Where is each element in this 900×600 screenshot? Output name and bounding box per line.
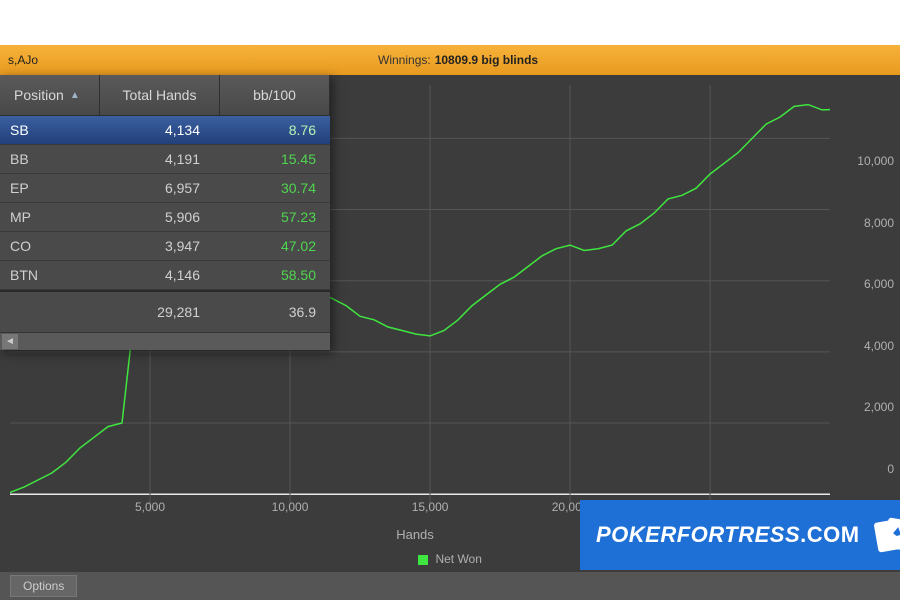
- cards-icon: [870, 515, 900, 555]
- cell-bb100: 8.76: [220, 116, 330, 144]
- column-header-bb100[interactable]: bb/100: [220, 75, 330, 115]
- y-tick-label: 0: [839, 462, 894, 476]
- title-prefix: s,AJo: [8, 53, 38, 67]
- table-row[interactable]: CO3,94747.02: [0, 232, 330, 261]
- table-row[interactable]: BB4,19115.45: [0, 145, 330, 174]
- panel-header: Position ▲ Total Hands bb/100: [0, 75, 330, 116]
- x-tick-label: 10,000: [272, 500, 309, 514]
- cell-hands: 4,134: [100, 116, 220, 144]
- table-row[interactable]: MP5,90657.23: [0, 203, 330, 232]
- cell-position: BTN: [0, 261, 100, 289]
- cell-bb100: 30.74: [220, 174, 330, 202]
- y-axis-labels: 0 2,000 4,000 6,000 8,000 10,000: [839, 115, 894, 484]
- cell-position: MP: [0, 203, 100, 231]
- cell-bb100: 57.23: [220, 203, 330, 231]
- bottom-bar: Options: [0, 572, 900, 600]
- legend-label: Net Won: [435, 552, 481, 566]
- y-tick-label: 6,000: [839, 277, 894, 291]
- cell-hands: 4,191: [100, 145, 220, 173]
- table-row[interactable]: SB4,1348.76: [0, 116, 330, 145]
- winnings-value: 10809.9 big blinds: [435, 53, 538, 67]
- cell-hands: 5,906: [100, 203, 220, 231]
- table-row[interactable]: EP6,95730.74: [0, 174, 330, 203]
- cell-hands: 4,146: [100, 261, 220, 289]
- x-tick-label: 5,000: [135, 500, 165, 514]
- x-tick-label: 15,000: [412, 500, 449, 514]
- cell-position: SB: [0, 116, 100, 144]
- cell-bb100: 58.50: [220, 261, 330, 289]
- total-hands: 29,281: [100, 296, 220, 328]
- sort-asc-icon: ▲: [70, 90, 80, 101]
- cell-position: EP: [0, 174, 100, 202]
- panel-scrollbar[interactable]: ◄: [0, 332, 330, 350]
- winnings-label: Winnings:: [378, 53, 431, 67]
- watermark-text: POKERFORTRESS.COM: [596, 522, 860, 548]
- cell-bb100: 15.45: [220, 145, 330, 173]
- cell-position: BB: [0, 145, 100, 173]
- panel-totals-row: 29,281 36.9: [0, 290, 330, 332]
- watermark-overlay: POKERFORTRESS.COM: [580, 500, 900, 570]
- cell-bb100: 47.02: [220, 232, 330, 260]
- scroll-left-icon[interactable]: ◄: [2, 334, 18, 349]
- panel-body: SB4,1348.76BB4,19115.45EP6,95730.74MP5,9…: [0, 116, 330, 290]
- y-tick-label: 4,000: [839, 339, 894, 353]
- cell-position: CO: [0, 232, 100, 260]
- cell-hands: 3,947: [100, 232, 220, 260]
- options-button[interactable]: Options: [10, 575, 77, 597]
- legend-swatch: [418, 555, 428, 565]
- column-header-position[interactable]: Position ▲: [0, 75, 100, 115]
- table-row[interactable]: BTN4,14658.50: [0, 261, 330, 290]
- y-tick-label: 10,000: [839, 154, 894, 168]
- cell-hands: 6,957: [100, 174, 220, 202]
- column-header-total-hands[interactable]: Total Hands: [100, 75, 220, 115]
- total-bb100: 36.9: [220, 296, 330, 328]
- title-bar: s,AJo Winnings: 10809.9 big blinds: [0, 45, 900, 75]
- y-tick-label: 8,000: [839, 216, 894, 230]
- position-stats-panel: Position ▲ Total Hands bb/100 SB4,1348.7…: [0, 75, 330, 350]
- y-tick-label: 2,000: [839, 400, 894, 414]
